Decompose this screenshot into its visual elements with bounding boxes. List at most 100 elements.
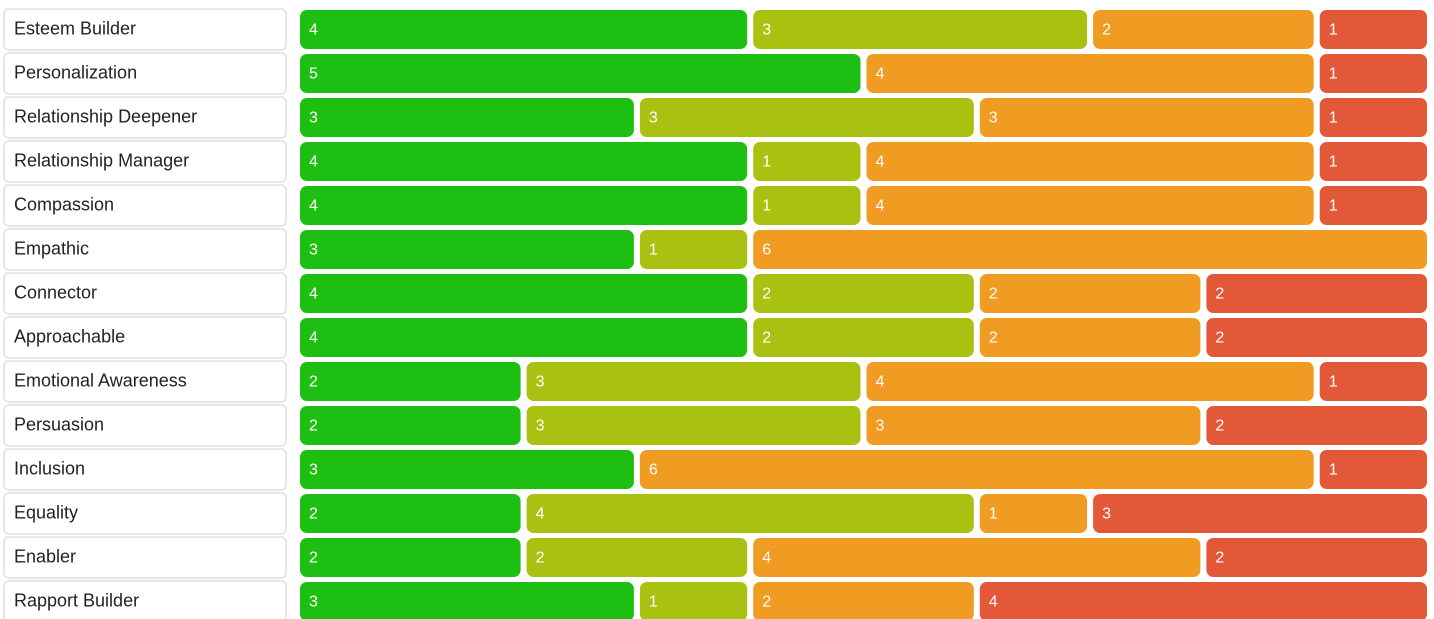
bar-segment	[300, 582, 634, 619]
segment-label: 4	[762, 550, 771, 567]
segment-label: 2	[309, 550, 318, 567]
row-label: Persuasion	[14, 414, 104, 434]
bar-segment	[300, 450, 634, 489]
bar-segment	[1093, 10, 1314, 49]
segment-label: 4	[876, 154, 885, 171]
bar-segment	[866, 186, 1314, 225]
bar-segment	[300, 142, 748, 181]
segment-label: 1	[1329, 374, 1338, 391]
bar-segment	[753, 318, 974, 357]
label-card	[3, 96, 287, 139]
segment-label: 6	[762, 242, 771, 259]
segment-label: 3	[536, 374, 545, 391]
segment-label: 2	[989, 330, 998, 347]
segment-label: 3	[536, 418, 545, 435]
segment-label: 5	[309, 66, 318, 83]
label-card	[3, 448, 287, 491]
row-label: Compassion	[14, 194, 114, 214]
bar-segment	[639, 582, 748, 619]
bar-segment	[300, 98, 634, 137]
bar-segment	[1319, 98, 1427, 137]
segment-label: 2	[1215, 550, 1224, 567]
bar-segment	[753, 186, 861, 225]
label-card	[3, 316, 287, 359]
segment-label: 4	[309, 286, 318, 303]
bar-segment	[300, 10, 748, 49]
bar-segment	[300, 538, 521, 577]
label-card	[3, 140, 287, 183]
bar-segment	[979, 274, 1201, 313]
bar-segment	[979, 98, 1314, 137]
bar-segment	[526, 538, 748, 577]
row-label: Relationship Deepener	[14, 106, 197, 126]
segment-label: 1	[762, 154, 771, 171]
bar-segment	[866, 54, 1314, 93]
row-label: Approachable	[14, 326, 125, 346]
segment-label: 3	[762, 22, 771, 39]
segment-label: 3	[309, 242, 318, 259]
segment-label: 3	[309, 110, 318, 127]
label-card	[3, 8, 287, 51]
bar-segment	[639, 450, 1314, 489]
label-card	[3, 404, 287, 447]
row-label: Connector	[14, 282, 97, 302]
bar-segment	[866, 362, 1314, 401]
bar-segment	[1206, 274, 1427, 313]
segment-label: 4	[309, 198, 318, 215]
bar-segment	[1319, 54, 1427, 93]
bar-segment	[1319, 10, 1427, 49]
segment-label: 2	[309, 506, 318, 523]
bar-segment	[1206, 538, 1427, 577]
segment-label: 1	[1329, 110, 1338, 127]
bar-segment	[1093, 494, 1427, 533]
bar-segment	[526, 362, 861, 401]
bar-segment	[300, 406, 521, 445]
segment-label: 2	[536, 550, 545, 567]
segment-label: 1	[762, 198, 771, 215]
segment-label: 4	[876, 374, 885, 391]
bar-segment	[979, 582, 1427, 619]
segment-label: 4	[536, 506, 545, 523]
row-label: Rapport Builder	[14, 590, 139, 610]
bar-segment	[300, 186, 748, 225]
bar-segment	[979, 494, 1088, 533]
bar-segment	[866, 142, 1314, 181]
bar-segment	[1206, 406, 1427, 445]
segment-label: 3	[989, 110, 998, 127]
bar-segment	[753, 142, 861, 181]
segment-label: 2	[309, 374, 318, 391]
bar-segment	[1206, 318, 1427, 357]
row-label: Personalization	[14, 62, 137, 82]
label-card	[3, 184, 287, 227]
segment-label: 2	[762, 286, 771, 303]
segment-label: 4	[309, 330, 318, 347]
row-label: Equality	[14, 502, 78, 522]
segment-label: 2	[762, 330, 771, 347]
bar-segment	[1319, 450, 1427, 489]
bar-segment	[979, 318, 1201, 357]
segment-label: 1	[1329, 66, 1338, 83]
bar-segment	[753, 582, 974, 619]
bar-segment	[300, 494, 521, 533]
segment-label: 4	[876, 198, 885, 215]
bar-segment	[1319, 186, 1427, 225]
bar-segment	[639, 98, 974, 137]
row-label: Enabler	[14, 546, 76, 566]
segment-label: 3	[309, 462, 318, 479]
label-card	[3, 492, 287, 535]
segment-label: 6	[649, 462, 658, 479]
label-card	[3, 360, 287, 403]
segment-label: 4	[309, 154, 318, 171]
label-card	[3, 272, 287, 315]
bar-segment	[300, 274, 748, 313]
row-label: Inclusion	[14, 458, 85, 478]
bar-segment	[526, 406, 861, 445]
segment-label: 3	[876, 418, 885, 435]
segment-label: 3	[649, 110, 658, 127]
bar-segment	[866, 406, 1201, 445]
segment-label: 2	[762, 594, 771, 611]
bar-segment	[639, 230, 748, 269]
segment-label: 3	[1102, 506, 1111, 523]
segment-label: 2	[309, 418, 318, 435]
